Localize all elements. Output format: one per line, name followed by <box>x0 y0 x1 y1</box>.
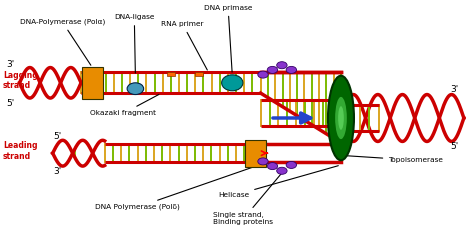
FancyBboxPatch shape <box>167 72 174 76</box>
Text: 3': 3' <box>6 59 14 68</box>
Text: DNA-Polymerase (Polα): DNA-Polymerase (Polα) <box>19 19 105 65</box>
Text: 3': 3' <box>450 85 458 94</box>
FancyBboxPatch shape <box>82 67 103 99</box>
Text: Topoisomerase: Topoisomerase <box>346 156 443 163</box>
Ellipse shape <box>277 62 287 69</box>
Ellipse shape <box>267 66 278 73</box>
Ellipse shape <box>267 163 278 170</box>
Text: 3': 3' <box>53 168 62 177</box>
Text: Leading
strand: Leading strand <box>3 141 37 160</box>
Text: 5': 5' <box>6 99 14 108</box>
FancyBboxPatch shape <box>245 139 266 167</box>
Ellipse shape <box>338 106 344 130</box>
FancyBboxPatch shape <box>195 72 203 76</box>
Text: 5': 5' <box>450 142 458 151</box>
Ellipse shape <box>286 66 297 73</box>
Text: Lagging
strand: Lagging strand <box>3 71 38 90</box>
Ellipse shape <box>335 97 347 139</box>
Ellipse shape <box>277 167 287 174</box>
Text: Single strand,
Binding proteins: Single strand, Binding proteins <box>213 172 283 225</box>
Ellipse shape <box>286 161 297 169</box>
Ellipse shape <box>222 75 243 91</box>
Text: Okazaki fragment: Okazaki fragment <box>91 94 159 116</box>
Ellipse shape <box>258 71 268 78</box>
Text: 5': 5' <box>53 132 62 141</box>
Ellipse shape <box>258 158 268 165</box>
Text: DNA primase: DNA primase <box>204 5 252 72</box>
Text: DNA-ligase: DNA-ligase <box>114 14 155 73</box>
Text: RNA primer: RNA primer <box>161 21 207 70</box>
Text: DNA Polymerase (Polδ): DNA Polymerase (Polδ) <box>95 167 253 211</box>
Ellipse shape <box>127 83 144 95</box>
Ellipse shape <box>328 76 354 160</box>
Text: Helicase: Helicase <box>218 166 338 198</box>
